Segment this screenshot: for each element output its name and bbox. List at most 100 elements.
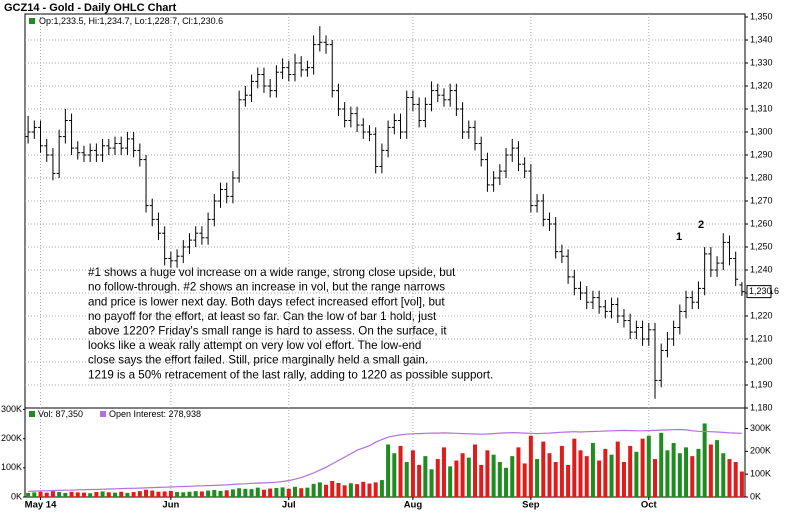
volume-bar xyxy=(168,490,173,497)
volume-bar xyxy=(218,490,223,497)
volume-bar xyxy=(677,453,682,497)
volume-bar xyxy=(721,453,726,497)
volume-bar xyxy=(342,485,347,497)
volume-bar xyxy=(497,461,502,497)
volume-bar xyxy=(448,466,453,497)
annotation: 1 xyxy=(676,231,682,243)
volume-bar xyxy=(261,489,266,497)
volume-bar xyxy=(609,454,614,497)
volume-bar xyxy=(386,444,391,497)
volume-bar xyxy=(739,471,744,497)
volume-bar xyxy=(621,461,626,497)
y-tick-label: 1,350 xyxy=(750,11,773,21)
y-tick-label: 1,240 xyxy=(750,264,773,274)
y-tick-label: 1,330 xyxy=(750,57,773,67)
volume-bar xyxy=(392,453,397,497)
x-tick-label: Sep xyxy=(522,500,540,511)
volume-bar xyxy=(156,491,161,497)
volume-bar xyxy=(398,445,403,497)
volume-bar xyxy=(187,491,192,497)
legend-entry: Vol: 87,350 xyxy=(38,409,83,419)
y-tick-label: 0K xyxy=(11,491,22,501)
volume-bar xyxy=(348,483,353,497)
volume-bar xyxy=(659,432,664,497)
note-line: close says the effort failed. Still, pri… xyxy=(88,354,428,367)
y-tick-label: 200K xyxy=(1,433,22,443)
volume-bar xyxy=(671,443,676,497)
volume-bar xyxy=(590,443,595,497)
note-block: #1 shows a huge vol increase on a wide r… xyxy=(88,266,493,381)
volume-bar xyxy=(417,464,422,497)
volume-bar xyxy=(373,482,378,497)
volume-bar xyxy=(330,480,335,497)
volume-bar xyxy=(404,461,409,497)
volume-bar xyxy=(317,482,322,497)
volume-bar xyxy=(510,456,515,497)
volume-bar xyxy=(26,492,31,497)
volume-bar xyxy=(429,469,434,497)
last-price-box xyxy=(746,285,772,299)
volume-bar xyxy=(324,484,329,497)
volume-bar xyxy=(640,438,645,497)
volume-bar xyxy=(212,489,217,497)
volume-bar xyxy=(311,483,316,497)
volume-bar xyxy=(32,492,37,497)
volume-bar xyxy=(336,482,341,497)
volume-bar xyxy=(485,450,490,497)
x-tick-label: May 14 xyxy=(25,500,57,511)
volume-bar xyxy=(578,450,583,497)
volume-bar xyxy=(628,445,633,497)
volume-bar xyxy=(615,441,620,497)
volume-bar xyxy=(119,491,124,497)
volume-bar xyxy=(535,459,540,497)
volume-bar xyxy=(584,456,589,497)
x-tick-label: Aug xyxy=(404,500,423,511)
volume-bar xyxy=(286,488,291,497)
x-tick-label: Oct xyxy=(641,500,658,511)
chart-title: GCZ14 - Gold - Daily OHLC Chart xyxy=(4,2,177,14)
volume-bar xyxy=(460,453,465,497)
y-tick-label: 1,200 xyxy=(750,356,773,366)
y-tick-label: 1,300 xyxy=(750,126,773,136)
volume-bar xyxy=(193,491,198,497)
volume-bar xyxy=(516,447,521,497)
volume-bar xyxy=(44,492,49,497)
y2-tick-label: 0K xyxy=(750,491,761,501)
volume-bar xyxy=(162,491,167,497)
volume-bar xyxy=(702,423,707,497)
note-line: and price is lower next day. Both days r… xyxy=(88,295,445,308)
volume-bar xyxy=(175,492,180,497)
volume-bar xyxy=(665,450,670,497)
legend-swatch xyxy=(29,411,35,417)
volume-bar xyxy=(528,435,533,497)
volume-bar xyxy=(38,491,43,497)
volume-bar xyxy=(597,460,602,497)
volume-bar xyxy=(708,444,713,497)
note-line: #1 shows a huge vol increase on a wide r… xyxy=(88,266,456,279)
volume-bar xyxy=(646,435,651,497)
volume-bar xyxy=(137,491,142,497)
legend-swatch xyxy=(100,411,106,417)
volume-bar xyxy=(466,457,471,497)
volume-bar xyxy=(566,464,571,497)
volume-bar xyxy=(249,489,254,497)
y-tick-label: 1,210 xyxy=(750,333,773,343)
volume-bar xyxy=(100,491,105,497)
volume-bar xyxy=(206,490,211,497)
y-tick-label: 1,180 xyxy=(750,402,773,412)
volume-bar xyxy=(559,445,564,497)
volume-bar xyxy=(690,456,695,497)
plot-frame xyxy=(24,13,746,498)
y-tick-label: 300K xyxy=(1,404,22,414)
y-tick-label: 1,280 xyxy=(750,172,773,182)
volume-bar xyxy=(367,483,372,497)
volume-bar xyxy=(63,492,68,497)
legend-swatch xyxy=(29,18,35,24)
volume-bar xyxy=(361,481,366,497)
y-tick-label: 100K xyxy=(1,462,22,472)
volume-bar xyxy=(473,444,477,497)
legend-entry: Open Interest: 278,938 xyxy=(109,409,201,419)
volume-bar xyxy=(88,493,93,497)
volume-bar xyxy=(299,488,304,497)
